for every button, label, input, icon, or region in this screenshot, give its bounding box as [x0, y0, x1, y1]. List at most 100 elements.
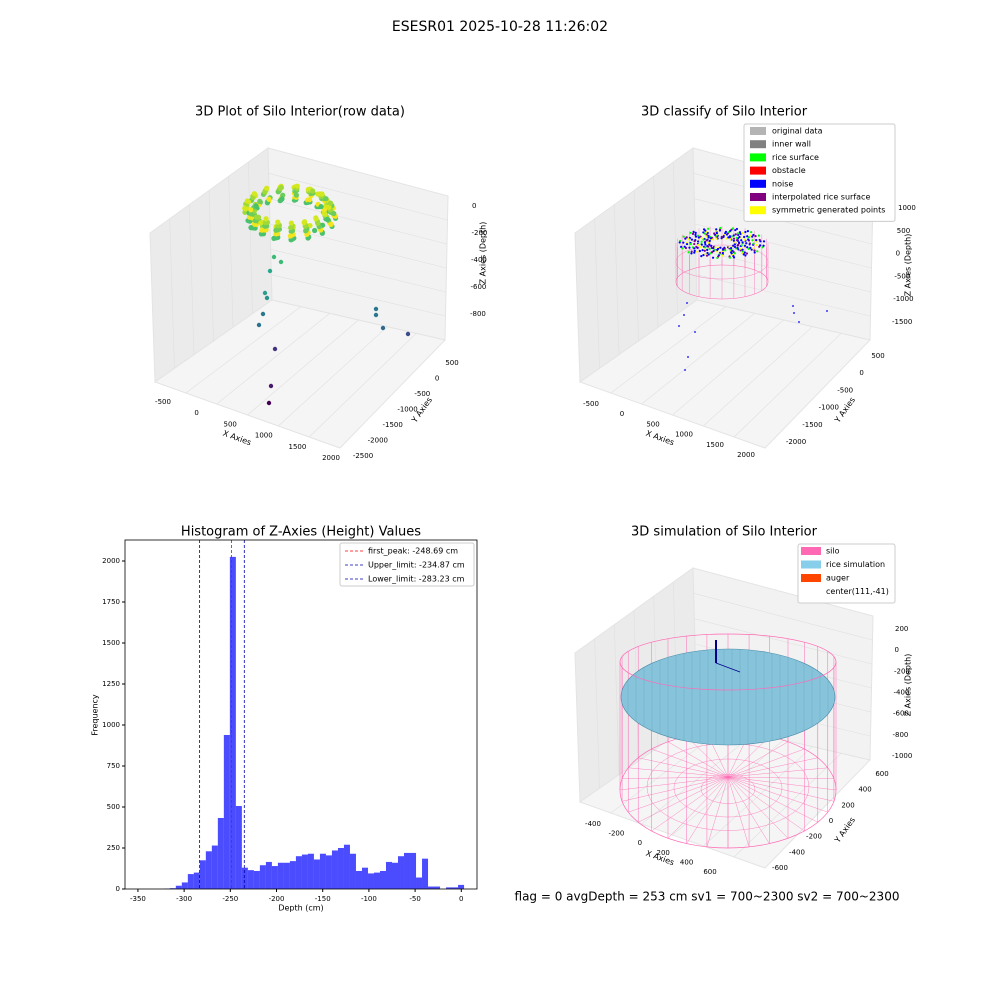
- classified-point: [702, 228, 706, 231]
- classified-point: [713, 232, 716, 235]
- point-cloud: [259, 227, 265, 233]
- noise-point: [793, 312, 795, 314]
- classified-point: [702, 253, 705, 257]
- classified-point: [732, 234, 735, 237]
- classified-point: [703, 249, 706, 252]
- classified-point: [684, 246, 688, 250]
- point-cloud: [293, 192, 300, 198]
- classified-point: [687, 238, 690, 241]
- classified-point: [745, 252, 748, 255]
- z-tick-label: -600: [471, 283, 487, 291]
- outlier-point: [256, 322, 262, 328]
- silo-wire: [727, 776, 834, 802]
- point-cloud: [306, 197, 313, 203]
- x-tick-label: -500: [583, 400, 599, 408]
- point-cloud: [288, 220, 294, 226]
- legend-swatch: [750, 206, 766, 215]
- classified-point: [710, 244, 713, 248]
- silo-wire: [622, 776, 729, 779]
- silo-wire: [727, 776, 818, 823]
- classified-point: [685, 242, 689, 246]
- pane-rule: [653, 176, 659, 328]
- classified-point: [707, 241, 710, 244]
- bar: [446, 887, 453, 889]
- outlier-point: [373, 306, 379, 312]
- classified-point: [703, 232, 707, 235]
- classified-point: [709, 252, 712, 255]
- x-tick-label: -150: [315, 895, 331, 903]
- x-tick-label: 0: [638, 839, 642, 847]
- classified-point: [682, 235, 685, 238]
- classified-point: [696, 250, 699, 253]
- pane-rule: [641, 313, 755, 405]
- chart-title: Histogram of Z-Axies (Height) Values: [181, 525, 421, 540]
- outlier-point: [278, 259, 284, 265]
- pane-rule: [185, 306, 302, 394]
- bar: [361, 867, 368, 889]
- classified-point: [762, 244, 765, 247]
- classified-point: [689, 242, 692, 246]
- z-tick-label: -200: [472, 229, 488, 237]
- z-tick-label: 500: [897, 227, 910, 235]
- point-cloud: [307, 222, 313, 229]
- classified-point: [711, 256, 715, 259]
- point-cloud: [326, 204, 332, 210]
- y-axis-label: Frequency: [91, 694, 100, 736]
- y-tick-label: 0: [116, 885, 120, 893]
- point-cloud: [288, 225, 294, 231]
- pane-rule: [672, 319, 784, 416]
- bar: [349, 853, 356, 889]
- point-cloud: [248, 207, 254, 213]
- x-tick-label: -100: [361, 895, 377, 903]
- point-cloud: [258, 220, 264, 226]
- x-tick-label: -400: [585, 820, 601, 828]
- classified-point: [741, 231, 745, 235]
- silo-wire: [638, 757, 729, 778]
- outlier-point: [268, 383, 274, 389]
- bar: [355, 870, 362, 889]
- classified-point: [701, 249, 704, 252]
- legend-swatch: [801, 574, 821, 582]
- y-tick-label: 2000: [102, 557, 120, 565]
- y-tick-label: -1000: [819, 404, 839, 412]
- classified-point: [692, 230, 695, 233]
- noise-point: [683, 314, 685, 316]
- bar: [211, 845, 218, 889]
- y-tick-label: 1000: [102, 721, 120, 729]
- point-cloud: [242, 205, 248, 211]
- pane-rule: [208, 190, 214, 342]
- x-tick-label: 0: [620, 410, 624, 418]
- bar: [392, 862, 399, 889]
- classified-point: [688, 246, 691, 249]
- classified-point: [714, 246, 717, 249]
- classified-point: [700, 240, 703, 243]
- classified-point: [748, 242, 751, 245]
- outlier-point: [380, 325, 386, 331]
- classified-point: [700, 237, 703, 240]
- legend-swatch: [801, 560, 821, 569]
- z-tick-label: -1000: [892, 752, 912, 760]
- x-tick-label: -350: [130, 895, 146, 903]
- bar: [367, 873, 374, 889]
- x-tick-label: 1500: [288, 443, 306, 451]
- pane-rule: [594, 218, 600, 369]
- z-axis-label: Z Axies (Depth): [904, 234, 913, 297]
- bar: [169, 888, 176, 889]
- noise-point: [694, 331, 696, 333]
- classified-point: [697, 243, 700, 246]
- legend-label: center(111,-41): [826, 587, 889, 596]
- pane-rule: [270, 249, 447, 293]
- pane-rule: [216, 313, 330, 405]
- point-cloud: [263, 216, 269, 222]
- bar: [223, 735, 230, 889]
- bar: [247, 870, 254, 889]
- classified-point: [744, 230, 747, 234]
- silo-wire: [619, 776, 729, 791]
- bar: [217, 817, 224, 889]
- classified-point: [746, 235, 749, 238]
- silo-wire: [727, 776, 828, 813]
- classified-point: [751, 239, 754, 242]
- bar: [307, 853, 314, 889]
- silo-wire: [727, 757, 818, 778]
- classified-point: [712, 247, 715, 250]
